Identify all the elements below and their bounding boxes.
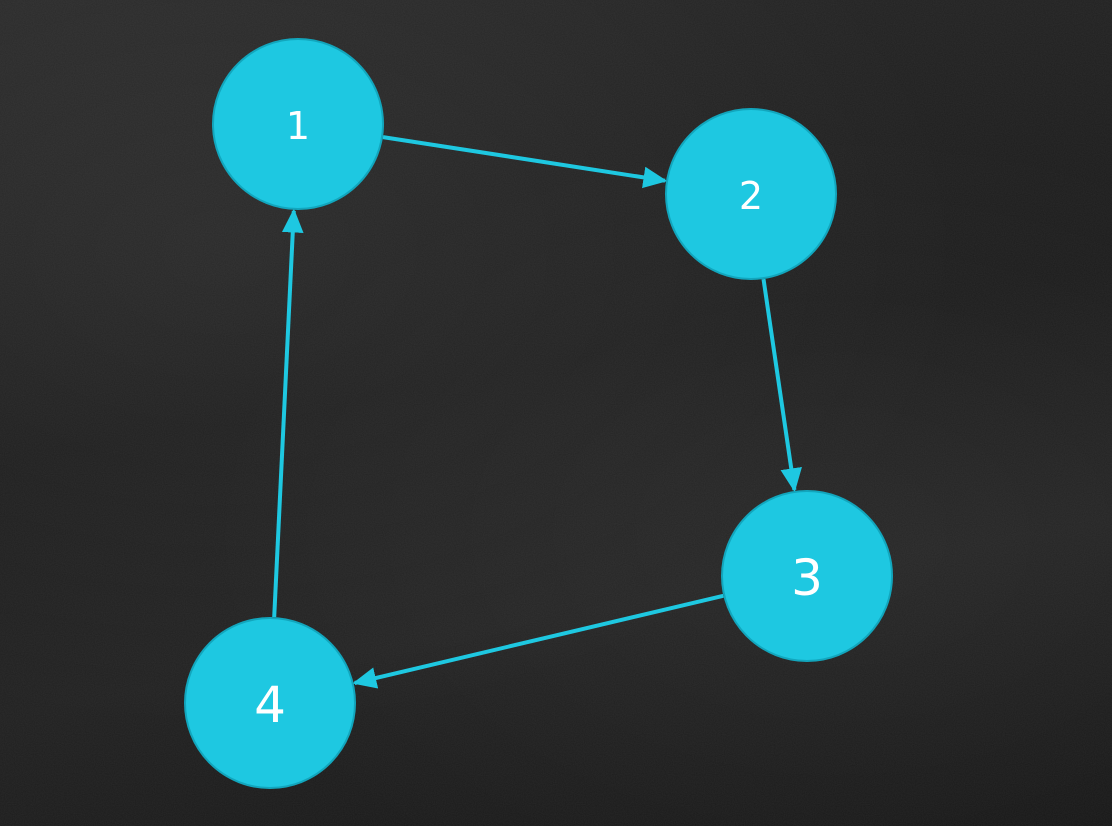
node-label: 3 bbox=[791, 549, 823, 607]
node-1: 1 bbox=[212, 38, 384, 210]
edge-1-to-2 bbox=[382, 135, 668, 189]
node-circle bbox=[184, 617, 356, 789]
node-4: 4 bbox=[184, 617, 356, 789]
edge-4-to-1 bbox=[272, 208, 304, 618]
node-circle bbox=[665, 108, 837, 280]
edge-2-to-3 bbox=[761, 278, 802, 493]
node-circle bbox=[212, 38, 384, 210]
node-2: 2 bbox=[665, 108, 837, 280]
node-label: 2 bbox=[739, 174, 763, 218]
node-circle bbox=[721, 490, 893, 662]
node-label: 1 bbox=[286, 104, 310, 148]
node-label: 4 bbox=[254, 676, 286, 734]
nodes-layer: 1 2 3 4 bbox=[184, 38, 893, 789]
edge-3-to-4 bbox=[352, 593, 724, 689]
edges-layer bbox=[272, 135, 802, 689]
node-3: 3 bbox=[721, 490, 893, 662]
